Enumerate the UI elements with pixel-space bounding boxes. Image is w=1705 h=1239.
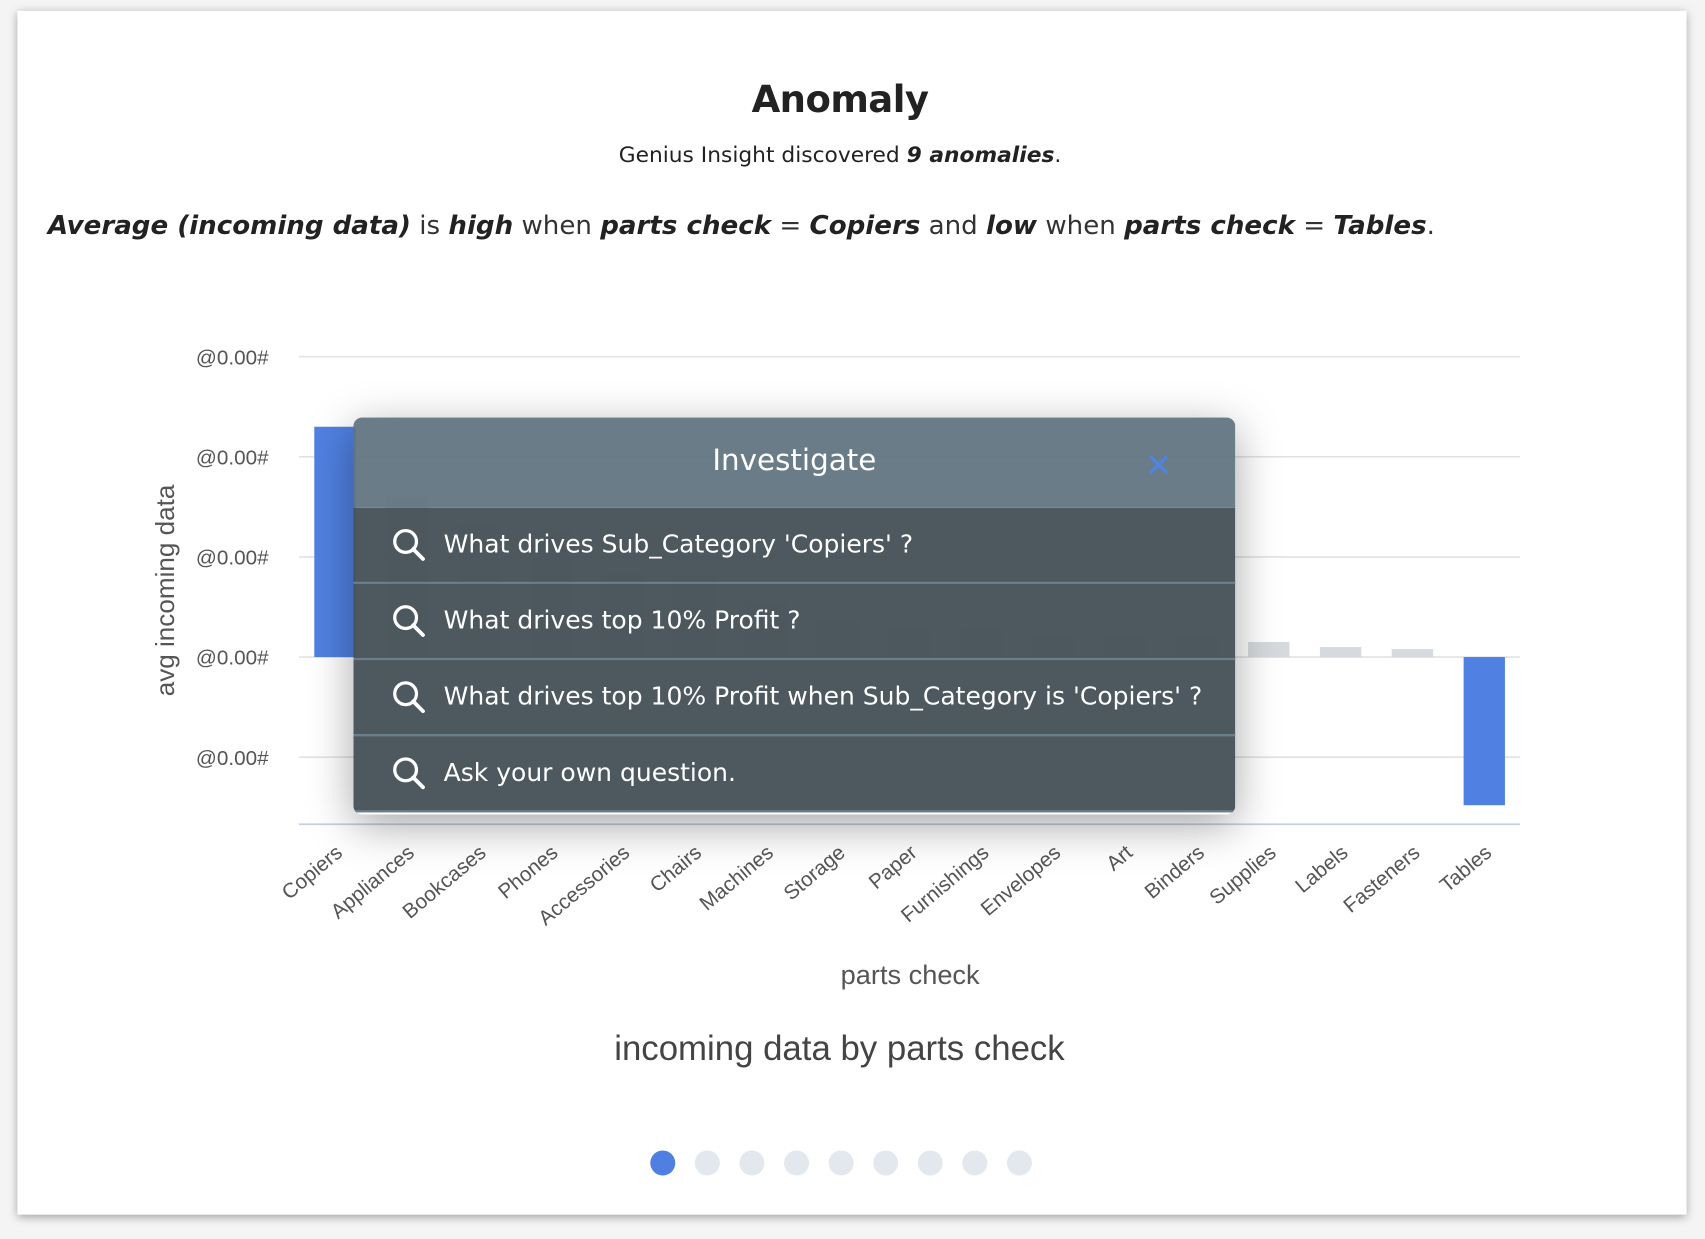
anomaly-count: 9 anomalies xyxy=(906,141,1055,168)
y-tick-label: @0.00# xyxy=(196,346,269,369)
subtitle: Genius Insight discovered 9 anomalies. xyxy=(0,141,1680,167)
y-axis-label: avg incoming data xyxy=(150,484,180,696)
text: and xyxy=(920,209,987,241)
value: Copiers xyxy=(809,209,921,241)
close-x-icon[interactable]: ✕ xyxy=(1144,446,1173,485)
page-dot[interactable] xyxy=(873,1150,899,1176)
investigate-option[interactable]: Ask your own question. xyxy=(353,736,1236,813)
text: . xyxy=(1426,209,1435,241)
investigate-option[interactable]: What drives Sub_Category 'Copiers' ? xyxy=(353,507,1236,584)
text: is xyxy=(410,209,449,241)
investigate-option[interactable]: What drives top 10% Profit when Sub_Cate… xyxy=(353,660,1236,737)
chart-title: incoming data by parts check xyxy=(614,1030,1065,1068)
page-dot[interactable] xyxy=(650,1150,676,1176)
page-dot[interactable] xyxy=(962,1150,988,1176)
x-axis-label: parts check xyxy=(841,959,980,990)
low: low xyxy=(986,209,1038,241)
subtitle-suffix: . xyxy=(1054,141,1062,168)
text: = xyxy=(771,209,810,241)
option-label: What drives top 10% Profit ? xyxy=(443,606,801,636)
subtitle-prefix: Genius Insight discovered xyxy=(618,141,907,168)
text: when xyxy=(513,209,601,241)
x-tick-label: Paper xyxy=(865,841,922,894)
x-tick-label: Labels xyxy=(1291,841,1352,898)
bar-fasteners[interactable] xyxy=(1391,649,1434,658)
x-tick-label: Storage xyxy=(779,841,849,905)
page-dot[interactable] xyxy=(917,1150,943,1176)
x-tick-label: Chairs xyxy=(646,841,707,897)
text: when xyxy=(1037,209,1125,241)
bar-labels[interactable] xyxy=(1319,647,1362,658)
x-tick-label: Phones xyxy=(494,841,562,904)
investigate-modal: Investigate ✕ What drives Sub_Category '… xyxy=(353,417,1236,815)
modal-header: Investigate ✕ xyxy=(353,417,1236,508)
text: = xyxy=(1294,209,1334,241)
option-label: What drives Sub_Category 'Copiers' ? xyxy=(443,530,914,559)
search-icon xyxy=(393,605,425,637)
search-icon xyxy=(393,681,425,714)
page-dot[interactable] xyxy=(1006,1150,1032,1176)
option-label: Ask your own question. xyxy=(443,759,736,788)
x-tick-label: Machines xyxy=(695,841,778,915)
page-dot[interactable] xyxy=(739,1150,765,1176)
x-tick-label: Binders xyxy=(1140,841,1208,904)
search-icon xyxy=(393,529,425,561)
bar-tables[interactable] xyxy=(1463,657,1505,806)
value: Tables xyxy=(1333,209,1427,241)
bar-copiers[interactable] xyxy=(314,426,356,658)
x-tick-label: Tables xyxy=(1436,841,1497,897)
x-tick-label: Envelopes xyxy=(977,841,1066,921)
x-tick-label: Copiers xyxy=(278,841,347,904)
option-label: What drives top 10% Profit when Sub_Cate… xyxy=(443,682,1203,712)
y-tick-label: @0.00# xyxy=(196,647,269,670)
high: high xyxy=(448,209,514,241)
x-tick-label: Art xyxy=(1102,841,1137,876)
page-title: Anomaly xyxy=(751,78,929,122)
insight-summary: Average (incoming data) is high when par… xyxy=(48,210,1435,240)
page-dot[interactable] xyxy=(784,1150,810,1176)
x-tick-label: Supplies xyxy=(1205,841,1280,910)
y-tick-label: @0.00# xyxy=(196,747,269,770)
pagination-dots xyxy=(650,1150,1032,1176)
search-icon xyxy=(393,757,425,790)
investigate-option[interactable]: What drives top 10% Profit ? xyxy=(353,583,1236,661)
y-tick-label: @0.00# xyxy=(196,446,269,469)
dimension: parts check xyxy=(1124,209,1295,241)
modal-title: Investigate xyxy=(712,443,877,478)
x-tick-label: Fasteners xyxy=(1339,841,1424,918)
page-dot[interactable] xyxy=(694,1150,720,1176)
y-tick-label: @0.00# xyxy=(196,547,269,570)
bar-supplies[interactable] xyxy=(1248,642,1290,658)
measure: Average (incoming data) xyxy=(47,209,411,241)
dimension: parts check xyxy=(600,209,772,241)
page-dot[interactable] xyxy=(828,1150,854,1176)
